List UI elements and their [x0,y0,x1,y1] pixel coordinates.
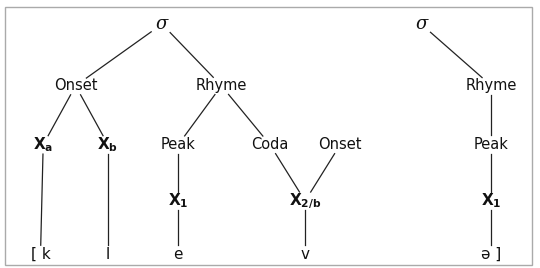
Text: Rhyme: Rhyme [195,78,247,93]
Text: X$_\mathregular{b}$: X$_\mathregular{b}$ [98,135,118,154]
Text: Peak: Peak [161,137,195,152]
Text: Coda: Coda [251,137,289,152]
Text: Onset: Onset [319,137,362,152]
Text: ə ]: ə ] [481,247,502,262]
Text: Rhyme: Rhyme [465,78,517,93]
Text: X$_\mathregular{2/b}$: X$_\mathregular{2/b}$ [289,191,321,211]
Text: Peak: Peak [474,137,509,152]
Text: l: l [106,247,110,262]
Text: X$_\mathregular{1}$: X$_\mathregular{1}$ [168,192,188,210]
Text: [ k: [ k [31,247,50,262]
FancyBboxPatch shape [5,7,532,265]
Text: X$_\mathregular{a}$: X$_\mathregular{a}$ [33,135,53,154]
Text: e: e [173,247,183,262]
Text: Onset: Onset [54,78,97,93]
Text: σ: σ [156,15,168,33]
Text: σ: σ [415,15,427,33]
Text: v: v [301,247,309,262]
Text: X$_\mathregular{1}$: X$_\mathregular{1}$ [481,192,502,210]
